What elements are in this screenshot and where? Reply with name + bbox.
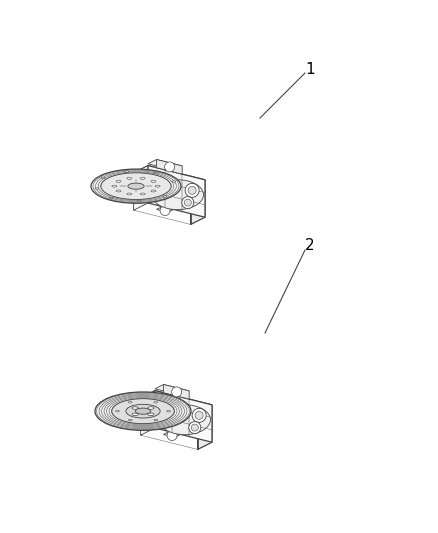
Polygon shape [134, 166, 148, 210]
Ellipse shape [154, 401, 158, 403]
Ellipse shape [154, 419, 158, 421]
Ellipse shape [151, 190, 156, 192]
Circle shape [172, 387, 182, 397]
Ellipse shape [116, 410, 119, 412]
Ellipse shape [127, 177, 132, 179]
Ellipse shape [159, 405, 211, 435]
Circle shape [160, 206, 170, 215]
Ellipse shape [155, 185, 160, 187]
Circle shape [165, 162, 175, 172]
Text: 1: 1 [305, 62, 315, 77]
Circle shape [192, 408, 206, 422]
Ellipse shape [140, 177, 145, 179]
Ellipse shape [110, 197, 113, 199]
Ellipse shape [140, 193, 145, 195]
Ellipse shape [148, 407, 154, 409]
Ellipse shape [137, 200, 141, 202]
Ellipse shape [172, 181, 176, 182]
Ellipse shape [128, 183, 144, 189]
Ellipse shape [135, 408, 151, 414]
Ellipse shape [95, 392, 191, 430]
Circle shape [188, 187, 196, 195]
Polygon shape [148, 166, 205, 217]
Ellipse shape [95, 188, 99, 189]
Ellipse shape [151, 180, 156, 182]
Polygon shape [156, 207, 173, 212]
Polygon shape [163, 432, 180, 437]
Polygon shape [141, 391, 155, 435]
Polygon shape [155, 384, 189, 395]
Ellipse shape [127, 193, 132, 195]
Ellipse shape [153, 172, 157, 174]
Circle shape [185, 183, 199, 197]
Ellipse shape [132, 413, 138, 416]
Ellipse shape [148, 413, 154, 416]
Ellipse shape [152, 180, 204, 209]
Polygon shape [141, 391, 212, 412]
Circle shape [195, 411, 203, 419]
Circle shape [189, 422, 201, 434]
Circle shape [182, 197, 194, 208]
Circle shape [191, 424, 198, 431]
Ellipse shape [101, 177, 105, 179]
Text: 2: 2 [305, 238, 315, 254]
Ellipse shape [128, 401, 132, 403]
Ellipse shape [128, 419, 132, 421]
Ellipse shape [116, 180, 121, 182]
Circle shape [184, 199, 191, 206]
Polygon shape [156, 159, 182, 174]
Polygon shape [155, 391, 212, 442]
Ellipse shape [163, 196, 167, 197]
Ellipse shape [167, 410, 170, 412]
Ellipse shape [101, 173, 171, 199]
Ellipse shape [132, 407, 138, 409]
Ellipse shape [112, 399, 174, 424]
Polygon shape [191, 180, 205, 224]
Polygon shape [148, 159, 182, 170]
Ellipse shape [126, 405, 160, 418]
Circle shape [167, 431, 177, 441]
Polygon shape [198, 405, 212, 449]
Ellipse shape [116, 190, 121, 192]
Polygon shape [134, 166, 205, 187]
Polygon shape [163, 384, 189, 399]
Ellipse shape [91, 169, 181, 203]
Ellipse shape [125, 171, 129, 172]
Ellipse shape [112, 185, 117, 187]
